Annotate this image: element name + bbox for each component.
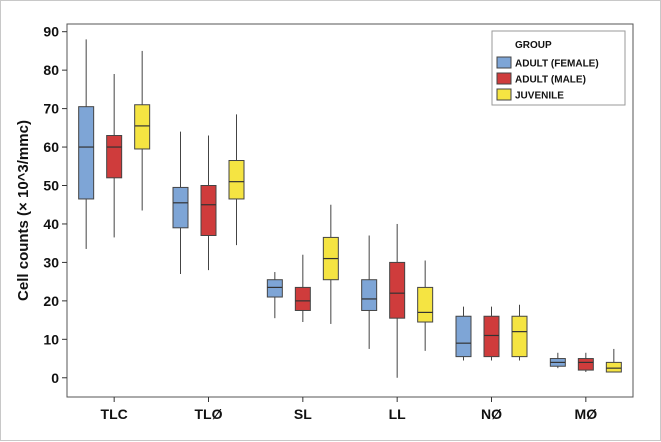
box-5-2 [605,348,622,373]
box-5-1 [577,352,594,373]
box-body [389,261,406,319]
box-body [577,358,594,371]
y-tick-label: 20 [43,293,59,309]
y-tick-label: 10 [43,331,59,347]
y-tick-label: 90 [43,24,59,40]
y-tick-label: 70 [43,101,59,117]
x-tick-label: MØ [575,406,598,422]
box-body [228,160,245,200]
box-4-2 [511,304,528,361]
x-tick-label: NØ [481,406,502,422]
y-tick-label: 50 [43,178,59,194]
x-tick-label: TLC [101,406,128,422]
y-tick-label: 0 [51,370,59,386]
y-tick-label: 30 [43,254,59,270]
box-body [455,315,472,358]
box-0-0 [78,39,95,249]
box-body [417,286,434,323]
box-body [511,315,528,358]
x-axis: TLC TLØ SL LL NØ MØ [101,397,598,422]
box-1-2 [228,114,245,246]
box-2-2 [322,204,339,324]
x-tick-label: TLØ [195,406,223,422]
y-axis-title: Cell counts (× 10^3/mmc) [15,120,32,301]
legend-title: GROUP [515,40,552,51]
legend-label: ADULT (MALE) [515,75,586,86]
y-tick-label: 40 [43,216,59,232]
box-body [172,186,189,229]
legend-swatch [496,88,512,101]
box-series-group [78,39,622,378]
box-2-0 [266,272,283,319]
box-3-1 [389,223,406,378]
legend: GROUP ADULT (FEMALE) ADULT (MALE) JUVENILE [491,30,626,106]
legend-swatch [496,56,512,69]
box-0-2 [134,50,151,211]
box-body [78,106,95,200]
x-tick-label: SL [294,406,312,422]
box-body [483,315,500,358]
box-body [361,279,378,311]
box-5-0 [549,352,566,369]
box-3-0 [361,235,378,349]
legend-swatch [496,72,512,85]
legend-label: JUVENILE [515,91,564,102]
legend-frame [491,30,626,106]
box-body [266,279,283,298]
box-1-0 [172,131,189,274]
box-body [294,286,311,311]
box-0-1 [106,73,123,238]
y-tick-label: 80 [43,62,59,78]
box-body [134,104,151,150]
box-1-1 [200,135,217,271]
legend-label: ADULT (FEMALE) [515,59,599,70]
y-tick-label: 60 [43,139,59,155]
box-2-1 [294,254,311,323]
box-4-1 [483,306,500,361]
box-body [106,135,123,179]
box-body [200,185,217,236]
y-axis: 0 10 20 30 40 50 60 70 80 90 [43,24,67,386]
box-3-2 [417,260,434,351]
box-4-0 [455,306,472,361]
box-body [605,361,622,373]
x-tick-label: LL [389,406,407,422]
